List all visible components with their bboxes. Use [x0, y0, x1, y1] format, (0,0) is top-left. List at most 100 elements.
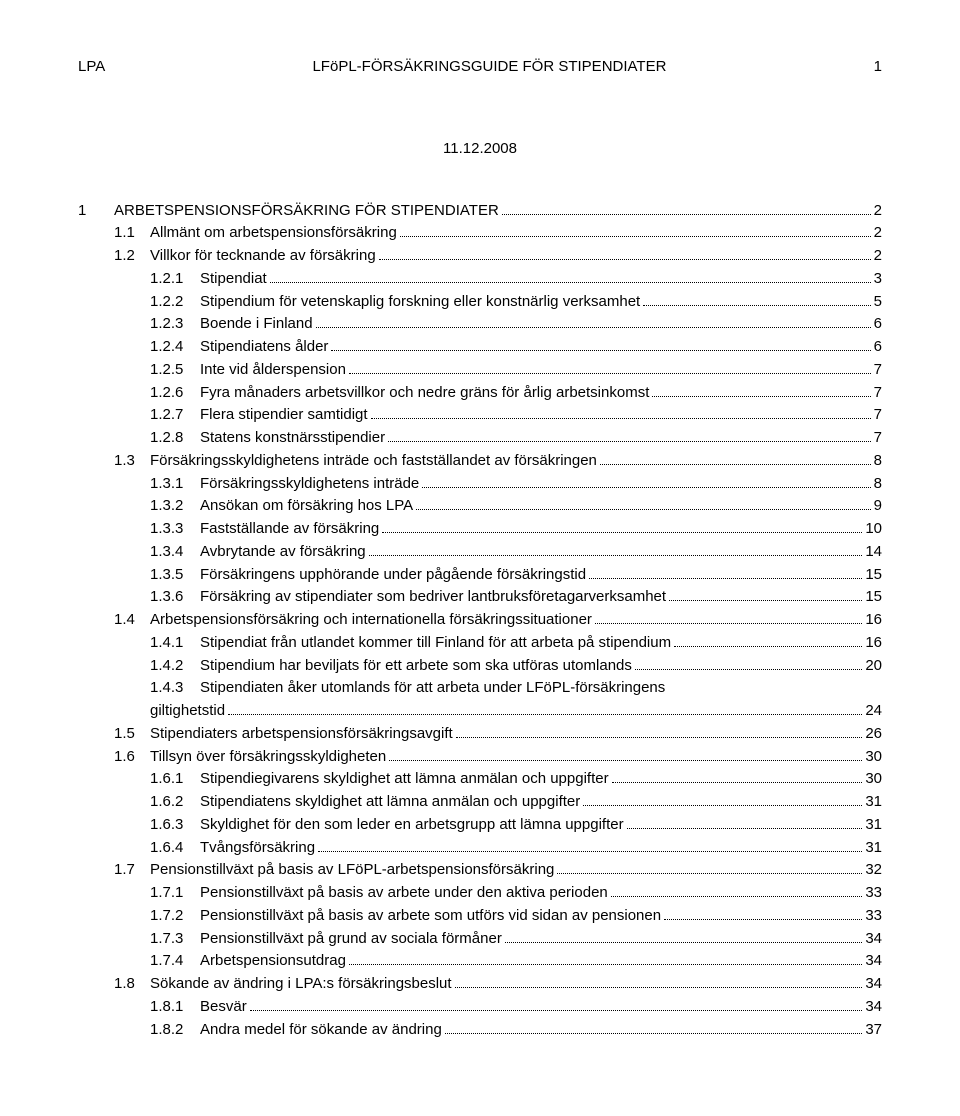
toc-title: Stipendium för vetenskaplig forskning el…	[200, 293, 640, 310]
toc-entry: 1.8.2Andra medel för sökande av ändring3…	[78, 1019, 882, 1041]
toc-page: 7	[874, 382, 882, 404]
toc-title: Besvär	[200, 998, 247, 1015]
toc-number: 1.2.2	[150, 291, 200, 313]
toc-label: 1.5Stipendiaters arbetspensionsförsäkrin…	[114, 723, 453, 745]
toc-label: 1.2.6Fyra månaders arbetsvillkor och ned…	[150, 382, 649, 404]
toc-title: Sökande av ändring i LPA:s försäkringsbe…	[150, 975, 452, 992]
toc-page: 6	[874, 313, 882, 335]
toc-title: Tillsyn över försäkringsskyldigheten	[150, 748, 386, 765]
toc-title: Stipendiaters arbetspensionsförsäkringsa…	[150, 725, 453, 742]
toc-page: 33	[865, 905, 882, 927]
toc-entry: 1.4.1Stipendiat från utlandet kommer til…	[78, 632, 882, 654]
toc-label: 1.3.2Ansökan om försäkring hos LPA	[150, 495, 413, 517]
toc-entry: 1.4.2Stipendium har beviljats för ett ar…	[78, 655, 882, 677]
toc-title: Stipendiat från utlandet kommer till Fin…	[200, 634, 671, 651]
toc-title: Skyldighet för den som leder en arbetsgr…	[200, 816, 624, 833]
toc-label: 1.7.2Pensionstillväxt på basis av arbete…	[150, 905, 661, 927]
document-date: 11.12.2008	[78, 138, 882, 160]
toc-page: 8	[874, 450, 882, 472]
toc-leader-dots	[228, 702, 862, 716]
toc-number: 1.6	[114, 746, 150, 768]
toc-entry: 1ARBETSPENSIONSFÖRSÄKRING FÖR STIPENDIAT…	[78, 200, 882, 222]
toc-entry: 1.2.4Stipendiatens ålder 6	[78, 336, 882, 358]
toc-number: 1.3.2	[150, 495, 200, 517]
toc-page: 20	[865, 655, 882, 677]
toc-entry: 1.7.1Pensionstillväxt på basis av arbete…	[78, 882, 882, 904]
toc-leader-dots	[583, 793, 862, 807]
toc-title: Statens konstnärsstipendier	[200, 429, 385, 446]
toc-entry: 1.3.4Avbrytande av försäkring14	[78, 541, 882, 563]
toc-label: 1.6.4Tvångsförsäkring	[150, 837, 315, 859]
toc-number: 1.3	[114, 450, 150, 472]
toc-leader-dots	[455, 975, 863, 989]
toc-label: 1.4.2Stipendium har beviljats för ett ar…	[150, 655, 632, 677]
toc-page: 3	[874, 268, 882, 290]
toc-page: 30	[865, 746, 882, 768]
toc-label: 1.6.2Stipendiatens skyldighet att lämna …	[150, 791, 580, 813]
toc-page: 6	[874, 336, 882, 358]
toc-number: 1.7.4	[150, 950, 200, 972]
toc-page: 16	[865, 609, 882, 631]
toc-number: 1.3.1	[150, 473, 200, 495]
toc-page: 37	[865, 1019, 882, 1041]
toc-title: Försäkringsskyldighetens inträde och fas…	[150, 452, 597, 469]
toc-page: 7	[874, 359, 882, 381]
toc-leader-dots	[388, 429, 871, 443]
toc-entry: 1.2.8Statens konstnärsstipendier 7	[78, 427, 882, 449]
toc-page: 15	[865, 586, 882, 608]
toc-label: 1.2.5Inte vid ålderspension	[150, 359, 346, 381]
toc-number: 1.6.1	[150, 768, 200, 790]
toc-number: 1.8	[114, 973, 150, 995]
toc-leader-dots	[422, 474, 870, 488]
toc-label: 1.2.8Statens konstnärsstipendier	[150, 427, 385, 449]
toc-label: 1.6Tillsyn över försäkringsskyldigheten	[114, 746, 386, 768]
toc-leader-dots	[382, 520, 862, 534]
toc-entry: 1.3.5Försäkringens upphörande under pågå…	[78, 564, 882, 586]
toc-entry: 1.8.1Besvär 34	[78, 996, 882, 1018]
toc-number: 1.3.5	[150, 564, 200, 586]
toc-leader-dots	[416, 497, 870, 511]
toc-label: 1.8.1Besvär	[150, 996, 247, 1018]
toc-label: 1.3.6Försäkring av stipendiater som bedr…	[150, 586, 666, 608]
toc-title: Villkor för tecknande av försäkring	[150, 247, 376, 264]
toc-entry: 1.3.1Försäkringsskyldighetens inträde8	[78, 473, 882, 495]
toc-page: 7	[874, 427, 882, 449]
toc-entry: 1.2.7Flera stipendier samtidigt7	[78, 404, 882, 426]
toc-title: Andra medel för sökande av ändring	[200, 1021, 442, 1038]
toc-leader-dots	[331, 338, 870, 352]
toc-entry: 1.5Stipendiaters arbetspensionsförsäkrin…	[78, 723, 882, 745]
toc-entry: 1.3.2Ansökan om försäkring hos LPA 9	[78, 495, 882, 517]
toc-number: 1.2.3	[150, 313, 200, 335]
toc-leader-dots	[669, 588, 862, 602]
toc-page: 9	[874, 495, 882, 517]
toc-title: Pensionstillväxt på grund av sociala för…	[200, 930, 502, 947]
toc-entry: 1.4Arbetspensionsförsäkring och internat…	[78, 609, 882, 631]
toc-page: 34	[865, 996, 882, 1018]
toc-label: 1.3Försäkringsskyldighetens inträde och …	[114, 450, 597, 472]
toc-label: 1.4Arbetspensionsförsäkring och internat…	[114, 609, 592, 631]
toc-entry: 1.2.1Stipendiat3	[78, 268, 882, 290]
toc-number: 1.2.5	[150, 359, 200, 381]
toc-title: Fyra månaders arbetsvillkor och nedre gr…	[200, 384, 649, 401]
toc-leader-dots	[456, 724, 863, 738]
toc-leader-dots	[250, 997, 863, 1011]
toc-page: 31	[865, 837, 882, 859]
toc-entry: 1.7.3Pensionstillväxt på grund av social…	[78, 928, 882, 950]
toc-number: 1.7	[114, 859, 150, 881]
toc-number: 1.4	[114, 609, 150, 631]
toc-leader-dots	[379, 247, 871, 261]
toc-page: 31	[865, 791, 882, 813]
toc-title: giltighetstid	[150, 700, 225, 722]
toc-page: 2	[874, 200, 882, 222]
toc-number: 1.6.2	[150, 791, 200, 813]
toc-label: 1.2.4Stipendiatens ålder	[150, 336, 328, 358]
toc-label: 1.3.4Avbrytande av försäkring	[150, 541, 366, 563]
toc-title: Stipendiaten åker utomlands för att arbe…	[200, 679, 665, 696]
toc-entry: 1.2.5Inte vid ålderspension 7	[78, 359, 882, 381]
toc-entry: 1.6Tillsyn över försäkringsskyldigheten 3…	[78, 746, 882, 768]
toc-title: Försäkringens upphörande under pågående …	[200, 566, 586, 583]
toc-entry: 1.3.3Fastställande av försäkring10	[78, 518, 882, 540]
toc-page: 8	[874, 473, 882, 495]
toc-leader-dots	[611, 884, 863, 898]
toc-number: 1.7.2	[150, 905, 200, 927]
